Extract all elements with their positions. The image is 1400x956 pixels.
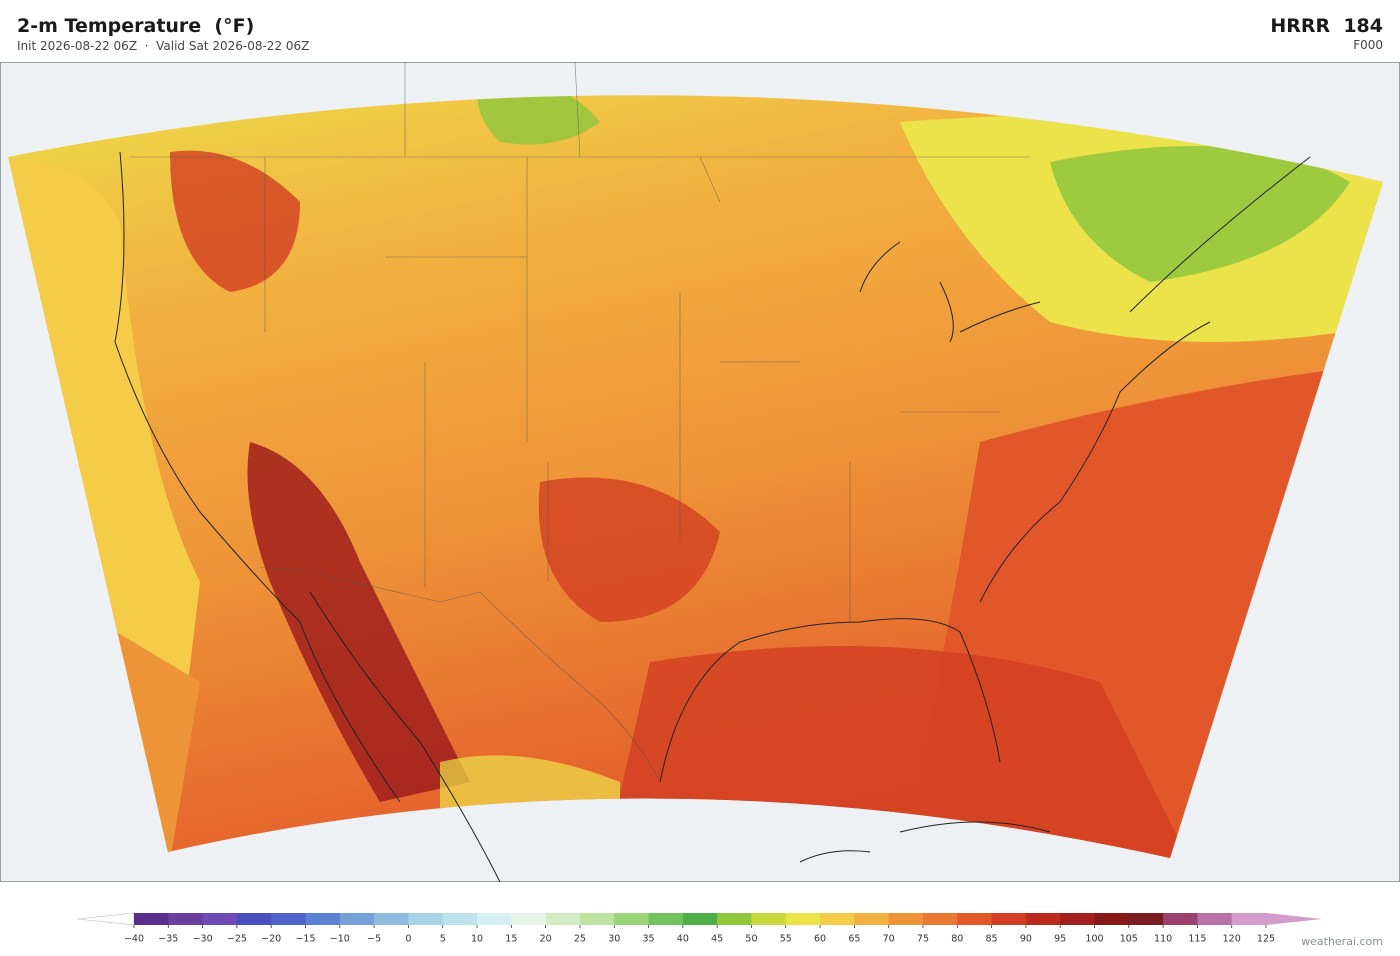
tick-label: 40 [677, 934, 689, 945]
color-bin [751, 913, 787, 925]
tick-label: 0 [405, 934, 411, 945]
temperature-field [8, 95, 1383, 859]
color-bin [1128, 913, 1164, 925]
tick-label: −35 [158, 934, 178, 945]
color-bin [168, 913, 204, 925]
color-bin [785, 913, 821, 925]
color-bin [202, 913, 238, 925]
color-bin [374, 913, 409, 925]
color-bin [717, 913, 752, 925]
tick-label: 85 [986, 934, 998, 945]
color-bin [1231, 913, 1267, 925]
tick-label: 15 [505, 934, 517, 945]
tick-label: 80 [951, 934, 963, 945]
color-bin [991, 913, 1027, 925]
tick-label: −20 [261, 934, 281, 945]
tick-label: −30 [193, 934, 213, 945]
tick-label: 10 [471, 934, 483, 945]
forecast-hour: F000 [1353, 38, 1383, 52]
color-bin [305, 913, 341, 925]
tick-label: −40 [124, 934, 144, 945]
tick-label: 100 [1085, 934, 1103, 945]
color-bin [134, 913, 169, 925]
color-bin [922, 913, 958, 925]
tick-label: 120 [1223, 934, 1241, 945]
color-bin [957, 913, 993, 925]
color-bin [854, 913, 890, 925]
tick-label: 5 [440, 934, 446, 945]
coastlines [114, 151, 1311, 883]
tick-label: −15 [295, 934, 315, 945]
color-bin [1163, 913, 1198, 925]
tick-label: 55 [780, 934, 792, 945]
colorbar: −40 −35 −30 −25 −20 −15 −10 −5 0 5 10 15 20 25 30 35 40 4… [77, 912, 1322, 945]
color-bin [408, 913, 444, 925]
title: 2-m Temperature (°F) [17, 15, 255, 37]
tick-label: 90 [1020, 934, 1032, 945]
tick-label: 25 [574, 934, 586, 945]
color-bin [271, 913, 307, 925]
under-extension [77, 912, 135, 926]
tick-label: −25 [227, 934, 247, 945]
color-bin [682, 913, 718, 925]
tick-label: 60 [814, 934, 826, 945]
color-bin [614, 913, 650, 925]
tick-label: 115 [1188, 934, 1206, 945]
tick-label: 50 [745, 934, 757, 945]
color-bin [236, 913, 272, 925]
tick-label: 110 [1154, 934, 1172, 945]
subtitle: Init 2026-08-22 06Z · Valid Sat 2026-08-… [17, 39, 310, 53]
tick-label: −5 [367, 934, 381, 945]
tick-label: 35 [642, 934, 654, 945]
map [0, 62, 1400, 883]
color-bin [511, 913, 547, 925]
color-bin [339, 913, 375, 925]
over-extension [1266, 913, 1322, 925]
color-bin [1060, 913, 1095, 925]
tick-label: 45 [711, 934, 723, 945]
color-bin [442, 913, 478, 925]
tick-label: 105 [1120, 934, 1138, 945]
credit: weatherai.com [1301, 935, 1383, 948]
color-bin [579, 913, 615, 925]
color-bin [648, 913, 684, 925]
tick-label: 95 [1054, 934, 1066, 945]
tick-label: 20 [540, 934, 552, 945]
color-bin [477, 913, 512, 925]
tick-label: 75 [917, 934, 929, 945]
tick-label: −10 [330, 934, 350, 945]
tick-label: 125 [1257, 934, 1275, 945]
color-bin [1025, 913, 1061, 925]
color-bin [1094, 913, 1130, 925]
tick-label: 70 [883, 934, 895, 945]
tick-label: 65 [848, 934, 860, 945]
color-bin [820, 913, 855, 925]
color-bin [1197, 913, 1233, 925]
color-bin [545, 913, 581, 925]
model-name: HRRR 184 [1270, 15, 1383, 37]
color-bin [888, 913, 924, 925]
borders [130, 62, 1030, 783]
tick-label: 30 [608, 934, 620, 945]
